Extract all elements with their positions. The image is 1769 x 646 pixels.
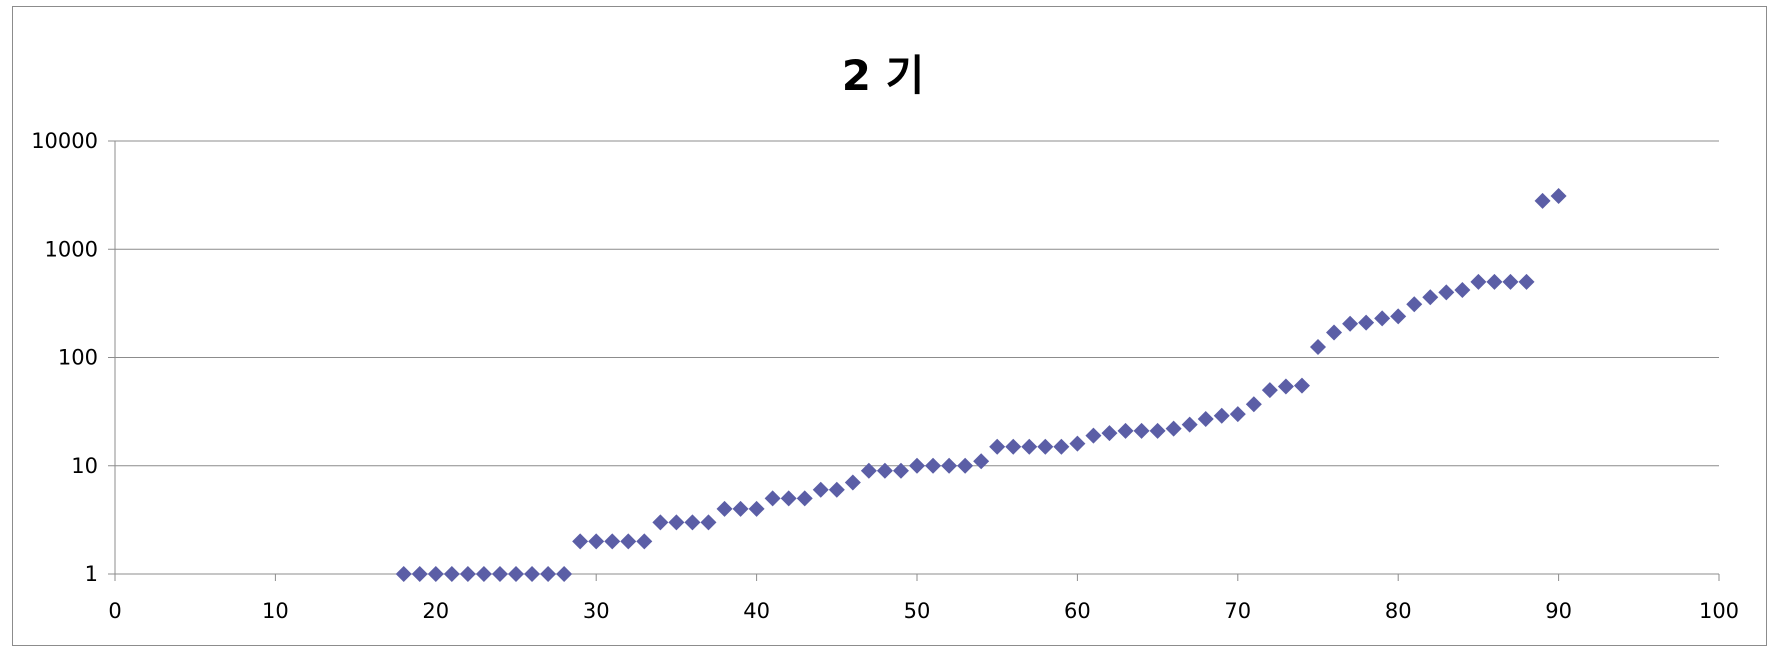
data-point: [556, 566, 573, 582]
data-point: [860, 462, 877, 479]
data-point: [1261, 382, 1278, 399]
x-tick-label: 80: [1385, 599, 1412, 623]
data-point: [748, 500, 765, 517]
y-tick-label: 1: [85, 562, 98, 586]
chart-frame: [12, 6, 1767, 646]
data-point: [508, 566, 524, 582]
data-point: [620, 533, 637, 550]
gridlines: [115, 140, 1719, 467]
data-point: [1197, 411, 1214, 428]
data-point: [475, 566, 492, 582]
data-point: [1486, 273, 1503, 290]
data-point: [1085, 427, 1102, 444]
x-tick-label: 10: [262, 599, 289, 623]
data-point: [459, 566, 476, 582]
data-point: [427, 566, 444, 582]
data-point: [1117, 422, 1134, 439]
data-point: [700, 514, 717, 531]
data-point: [1390, 308, 1407, 325]
data-point: [1277, 378, 1294, 395]
data-point: [1374, 310, 1391, 327]
data-point: [684, 514, 701, 531]
data-point: [1053, 438, 1070, 455]
data-point: [540, 566, 557, 582]
data-point: [1021, 438, 1038, 455]
data-point: [1502, 273, 1519, 290]
data-point: [572, 533, 589, 550]
x-tick-label: 100: [1699, 599, 1739, 623]
data-point: [1037, 438, 1054, 455]
data-point: [732, 500, 749, 517]
data-point: [652, 514, 669, 531]
data-point: [1181, 416, 1198, 433]
y-tick-label: 1000: [45, 237, 98, 261]
data-point: [588, 533, 605, 550]
data-point: [1518, 273, 1535, 290]
data-point: [876, 462, 893, 479]
x-tick-label: 20: [422, 599, 449, 623]
x-tick-label: 30: [583, 599, 610, 623]
data-point: [1069, 435, 1086, 452]
y-tick-label: 10000: [31, 129, 98, 153]
data-point: [989, 438, 1006, 455]
data-point: [1293, 377, 1310, 394]
data-point: [1470, 273, 1487, 290]
data-point: [892, 462, 909, 479]
data-point: [973, 453, 990, 470]
data-point: [764, 490, 781, 507]
data-point: [716, 500, 733, 517]
data-point: [780, 490, 797, 507]
x-tick-label: 40: [743, 599, 770, 623]
tick-labels: 1 10 100 1000 10000 0 10 20 30 40 50 60 70 80 90 100: [31, 129, 1739, 623]
data-point: [411, 566, 428, 582]
data-point: [491, 566, 508, 582]
data-point: [1342, 315, 1359, 332]
data-point: [909, 457, 925, 474]
data-point: [828, 481, 845, 498]
data-point: [1101, 425, 1118, 442]
data-point: [1534, 192, 1551, 209]
data-point: [844, 474, 861, 491]
x-tick-label: 70: [1224, 599, 1251, 623]
axes: [108, 140, 1720, 581]
chart-title: 2 기: [842, 51, 925, 100]
data-point: [1149, 422, 1166, 439]
data-point: [1133, 422, 1150, 439]
data-point: [812, 481, 829, 498]
data-point: [1326, 324, 1343, 341]
data-point: [1358, 314, 1375, 331]
data-point: [443, 566, 460, 582]
data-point: [1438, 284, 1455, 301]
x-tick-label: 0: [108, 599, 121, 623]
data-point: [524, 566, 541, 582]
data-point: [1005, 438, 1022, 455]
data-point: [636, 533, 653, 550]
y-tick-label: 100: [58, 346, 98, 370]
data-point: [1406, 296, 1423, 313]
scatter-chart: 2 기 1 10 100 1000 10000 0 10 20 30 40 50 60 70 80 90 10…: [31, 51, 1739, 623]
data-point: [1550, 188, 1567, 205]
y-tick-label: 10: [71, 454, 98, 478]
x-tick-label: 50: [904, 599, 931, 623]
data-point: [941, 457, 958, 474]
x-tick-label: 90: [1545, 599, 1572, 623]
data-points: [395, 188, 1567, 582]
x-tick-label: 60: [1064, 599, 1091, 623]
data-point: [1422, 289, 1439, 306]
data-point: [1165, 420, 1182, 437]
data-point: [1310, 339, 1326, 356]
data-point: [668, 514, 685, 531]
data-point: [1454, 282, 1471, 299]
data-point: [604, 533, 621, 550]
data-point: [1245, 396, 1262, 413]
data-point: [1213, 407, 1230, 424]
data-point: [796, 490, 813, 507]
data-point: [1229, 406, 1246, 423]
data-point: [395, 566, 412, 582]
data-point: [957, 457, 974, 474]
data-point: [925, 457, 942, 474]
